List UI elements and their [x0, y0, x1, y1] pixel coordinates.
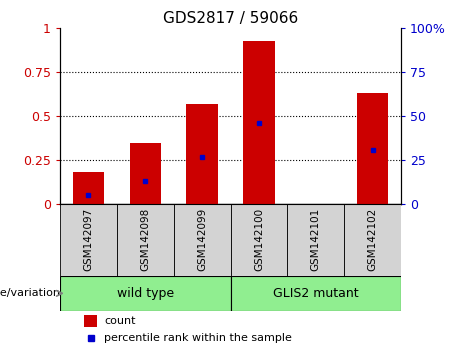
Bar	[186, 104, 218, 204]
Bar	[130, 143, 161, 204]
Text: GLIS2 mutant: GLIS2 mutant	[273, 287, 359, 300]
Bar	[73, 172, 104, 204]
Bar	[117, 204, 174, 275]
Text: genotype/variation: genotype/variation	[0, 289, 60, 298]
Text: GSM142097: GSM142097	[83, 208, 94, 272]
Bar	[344, 204, 401, 275]
Text: GSM142098: GSM142098	[140, 208, 150, 272]
Text: percentile rank within the sample: percentile rank within the sample	[104, 333, 292, 343]
Bar	[60, 204, 117, 275]
Bar	[174, 204, 230, 275]
Text: GSM142099: GSM142099	[197, 208, 207, 272]
Bar	[243, 41, 275, 204]
Bar	[357, 93, 388, 204]
Bar	[287, 204, 344, 275]
Text: count: count	[104, 316, 136, 326]
Text: wild type: wild type	[117, 287, 174, 300]
Bar	[230, 275, 401, 311]
Text: GSM142100: GSM142100	[254, 208, 264, 272]
Bar	[230, 204, 287, 275]
Title: GDS2817 / 59066: GDS2817 / 59066	[163, 11, 298, 26]
Bar	[60, 275, 230, 311]
Text: GSM142102: GSM142102	[367, 208, 378, 272]
Bar	[84, 315, 97, 327]
Text: GSM142101: GSM142101	[311, 208, 321, 272]
